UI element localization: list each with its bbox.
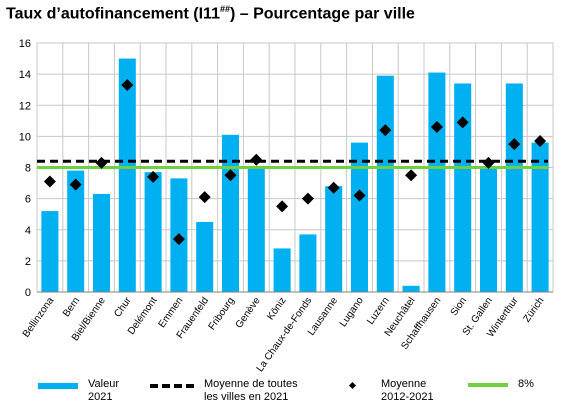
- legend-label-moyenne-all: Moyenne de toutes les villes en 2021: [204, 378, 298, 403]
- x-tick-label: Chur: [112, 295, 134, 320]
- y-tick-label: 12: [19, 100, 31, 112]
- legend-swatch-dashed: [150, 384, 194, 388]
- diamond-marker: [508, 138, 521, 151]
- bar: [247, 167, 265, 292]
- x-tick-label: Bellinzona: [21, 295, 57, 339]
- x-tick-label: Lugano: [338, 295, 366, 329]
- diamond-marker: [379, 124, 392, 137]
- bar: [376, 75, 394, 293]
- chart-title: Taux d’autofinancement (I11##) – Pourcen…: [6, 4, 415, 23]
- bar: [402, 285, 420, 292]
- legend-item-moyenne-all: Moyenne de toutes les villes en 2021: [150, 378, 298, 404]
- x-tick-label: Zürich: [522, 295, 547, 324]
- y-tick-label: 6: [25, 194, 31, 206]
- y-tick-label: 8: [25, 163, 31, 175]
- y-tick-label: 0: [25, 287, 31, 299]
- x-tick-label: Köniz: [265, 295, 288, 322]
- y-tick-label: 16: [19, 38, 31, 50]
- x-tick-label: Luzern: [365, 295, 392, 326]
- x-tick-label: Fribourg: [207, 295, 237, 332]
- bar: [118, 58, 136, 292]
- bar: [273, 248, 291, 292]
- y-tick-label: 4: [25, 225, 31, 237]
- diamond-marker: [327, 181, 340, 194]
- diamond-marker: [121, 79, 134, 92]
- legend-label-eight: 8%: [518, 378, 534, 390]
- bar: [531, 142, 549, 292]
- bar: [144, 172, 162, 292]
- title-superscript: ##: [219, 4, 230, 14]
- legend-item-valeur: Valeur 2021: [38, 378, 119, 404]
- legend-swatch-diamond: [348, 381, 357, 390]
- bar: [196, 221, 214, 292]
- bar: [325, 186, 343, 292]
- legend-swatch-green: [468, 383, 508, 387]
- diamond-marker: [95, 156, 108, 169]
- y-tick-label: 10: [19, 131, 31, 143]
- diamond-marker: [353, 189, 366, 202]
- diamond-marker: [276, 200, 289, 213]
- legend-label-valeur: Valeur 2021: [88, 378, 119, 403]
- diamond-marker: [430, 121, 443, 134]
- diamond-marker: [172, 233, 185, 246]
- diamond-marker: [405, 169, 418, 182]
- diamond-marker: [456, 116, 469, 129]
- bar: [41, 211, 59, 292]
- bar: [479, 167, 498, 292]
- x-tick-label: Genève: [234, 295, 263, 330]
- diamond-marker: [250, 153, 263, 166]
- x-tick-label: Bern: [61, 295, 82, 319]
- diamond-marker: [301, 192, 314, 205]
- y-tick-label: 2: [25, 256, 31, 268]
- legend-swatch-bar: [38, 383, 78, 389]
- bar: [350, 142, 369, 292]
- x-tick-label: Sion: [449, 295, 469, 318]
- bar: [505, 83, 523, 293]
- bar: [428, 72, 446, 292]
- bar: [92, 193, 111, 292]
- diamond-marker: [198, 191, 211, 204]
- legend: Valeur 2021 Moyenne de toutes les villes e…: [0, 378, 572, 416]
- diamond-marker: [69, 178, 82, 191]
- diamond-marker: [43, 175, 56, 188]
- bar: [299, 234, 317, 292]
- bar: [67, 170, 85, 292]
- diamond-marker: [534, 135, 547, 148]
- diamond-marker: [147, 170, 160, 183]
- diamond-marker: [224, 169, 237, 182]
- diamond-marker: [482, 156, 495, 169]
- legend-item-moyenne: Moyenne 2012-2021: [340, 378, 434, 404]
- legend-label-moyenne: Moyenne 2012-2021: [381, 378, 434, 403]
- legend-item-eight: 8%: [468, 378, 534, 391]
- bar: [221, 134, 240, 292]
- y-tick-label: 14: [19, 69, 31, 81]
- title-main: Taux d’autofinancement (I11: [6, 5, 220, 23]
- bar: [454, 83, 472, 293]
- title-rest: ) – Pourcentage par ville: [229, 5, 415, 23]
